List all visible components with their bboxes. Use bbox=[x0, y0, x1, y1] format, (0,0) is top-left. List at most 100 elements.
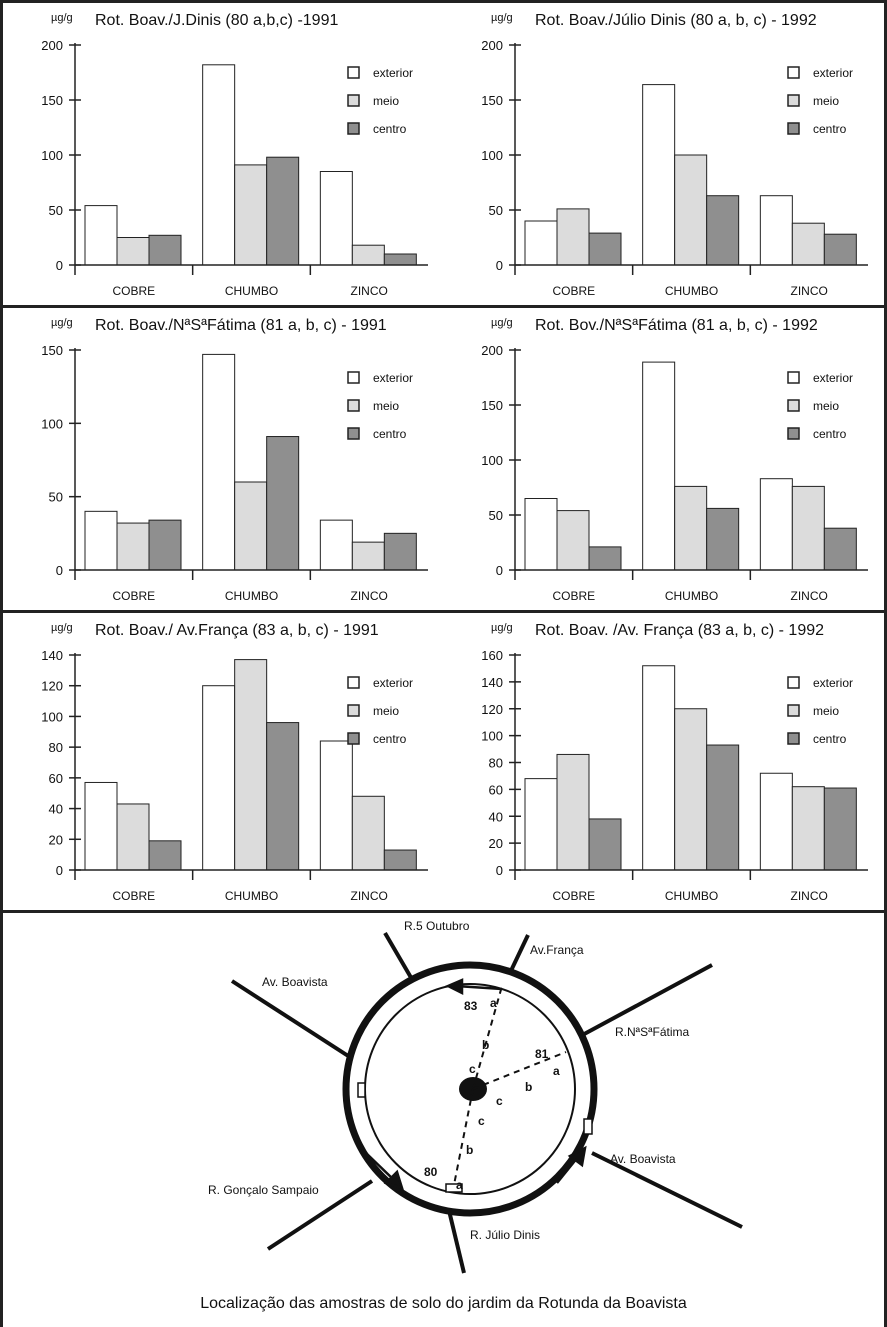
legend-label-meio: meio bbox=[373, 399, 399, 413]
frame-line-right bbox=[884, 0, 887, 1327]
legend-swatch-meio bbox=[347, 94, 360, 107]
y-unit-label: µg/g bbox=[491, 317, 513, 329]
point-label-80b: b bbox=[466, 1143, 473, 1157]
traffic-arrow-left bbox=[365, 1152, 395, 1181]
legend-swatch-exterior bbox=[347, 371, 360, 384]
site-label-83: 83 bbox=[464, 999, 478, 1013]
y-unit-label: µg/g bbox=[491, 622, 513, 634]
point-label-80c: c bbox=[478, 1114, 485, 1128]
x-tick-label-chumbo: CHUMBO bbox=[665, 284, 718, 298]
point-label-81b: b bbox=[525, 1080, 532, 1094]
frame-line-left bbox=[0, 0, 3, 1327]
y-tick-label-40: 40 bbox=[489, 809, 503, 824]
bar-cobre-centro bbox=[588, 818, 622, 871]
bar-zinco-centro bbox=[383, 849, 417, 871]
legend-label-centro: centro bbox=[813, 732, 847, 746]
bar-cobre-exterior bbox=[524, 778, 558, 871]
street-r-goncalo-sampaio bbox=[266, 1179, 374, 1251]
bar-chumbo-centro bbox=[266, 722, 300, 871]
bar-cobre-centro bbox=[148, 519, 182, 571]
bar-chumbo-exterior bbox=[202, 64, 236, 266]
bar-chumbo-exterior bbox=[642, 665, 676, 871]
x-tick-label-chumbo: CHUMBO bbox=[225, 589, 278, 603]
vehicle-icon-right bbox=[583, 1118, 593, 1135]
bar-cobre-exterior bbox=[84, 510, 118, 571]
x-tick-label-zinco: ZINCO bbox=[350, 589, 387, 603]
vehicle-icon-left bbox=[357, 1082, 366, 1098]
legend-label-centro: centro bbox=[373, 122, 407, 136]
bar-zinco-centro bbox=[823, 527, 857, 571]
transect-83 bbox=[472, 985, 503, 1090]
bar-zinco-exterior bbox=[319, 519, 353, 571]
legend-swatch-centro bbox=[347, 732, 360, 745]
chart-title: Rot. Boav./ Av.França (83 a, b, c) - 199… bbox=[95, 622, 379, 639]
legend-label-exterior: exterior bbox=[373, 66, 413, 80]
legend-label-centro: centro bbox=[813, 427, 847, 441]
y-unit-label: µg/g bbox=[51, 12, 73, 24]
y-tick-label-0: 0 bbox=[56, 563, 63, 578]
bar-cobre-exterior bbox=[84, 781, 118, 871]
legend-swatch-exterior bbox=[787, 371, 800, 384]
figure-caption: Localização das amostras de solo do jard… bbox=[200, 1295, 687, 1312]
chart-franca-1992: µg/g Rot. Boav. /Av. França (83 a, b, c) … bbox=[481, 622, 868, 903]
y-tick-label-50: 50 bbox=[49, 203, 63, 218]
x-tick-label-cobre: COBRE bbox=[552, 284, 595, 298]
bar-chumbo-meio bbox=[234, 164, 268, 266]
x-tick-label-chumbo: CHUMBO bbox=[665, 889, 718, 903]
y-tick-label-100: 100 bbox=[41, 416, 63, 431]
x-tick-label-zinco: ZINCO bbox=[790, 889, 827, 903]
x-tick-label-chumbo: CHUMBO bbox=[225, 284, 278, 298]
x-tick-label-cobre: COBRE bbox=[112, 284, 155, 298]
y-unit-label: µg/g bbox=[51, 317, 73, 329]
legend-label-exterior: exterior bbox=[813, 66, 853, 80]
legend-swatch-meio bbox=[787, 704, 800, 717]
street-label-r-nsa-fatima: R.NªSªFátima bbox=[615, 1025, 690, 1039]
bar-zinco-meio bbox=[351, 244, 385, 266]
bar-chumbo-centro bbox=[706, 507, 740, 571]
x-tick-label-zinco: ZINCO bbox=[790, 284, 827, 298]
bar-cobre-centro bbox=[588, 232, 622, 266]
y-tick-label-200: 200 bbox=[41, 38, 63, 53]
frame-line-row1 bbox=[0, 305, 887, 308]
legend-swatch-exterior bbox=[787, 66, 800, 79]
legend-swatch-exterior bbox=[787, 676, 800, 689]
bar-zinco-centro bbox=[383, 532, 417, 571]
y-tick-label-0: 0 bbox=[496, 563, 503, 578]
point-label-80a: a bbox=[456, 1178, 463, 1192]
bar-cobre-meio bbox=[556, 753, 590, 871]
y-tick-label-0: 0 bbox=[56, 863, 63, 878]
legend-label-meio: meio bbox=[813, 704, 839, 718]
legend-label-meio: meio bbox=[813, 399, 839, 413]
legend-label-meio: meio bbox=[373, 704, 399, 718]
bar-chumbo-centro bbox=[266, 436, 300, 571]
transect-80 bbox=[451, 1088, 474, 1196]
bar-cobre-exterior bbox=[84, 205, 118, 266]
bar-chumbo-exterior bbox=[202, 353, 236, 571]
location-map: 83 a b c 81 a b c 80 a b c R.5 Outubro A… bbox=[208, 919, 743, 1274]
x-tick-label-cobre: COBRE bbox=[552, 889, 595, 903]
x-tick-label-zinco: ZINCO bbox=[350, 284, 387, 298]
y-tick-label-60: 60 bbox=[489, 782, 503, 797]
chart-fatima-1992: µg/g Rot. Bov./NªSªFátima (81 a, b, c) - … bbox=[481, 317, 868, 603]
y-tick-label-140: 140 bbox=[481, 675, 503, 690]
bar-zinco-meio bbox=[791, 222, 825, 266]
legend-swatch-centro bbox=[347, 427, 360, 440]
bar-cobre-exterior bbox=[524, 220, 558, 266]
bar-zinco-meio bbox=[351, 795, 385, 871]
legend-swatch-meio bbox=[347, 704, 360, 717]
y-tick-label-0: 0 bbox=[496, 258, 503, 273]
x-tick-label-cobre: COBRE bbox=[552, 589, 595, 603]
y-tick-label-100: 100 bbox=[481, 729, 503, 744]
street-av-boavista-right bbox=[591, 1151, 743, 1229]
y-tick-label-100: 100 bbox=[41, 709, 63, 724]
bar-chumbo-exterior bbox=[642, 361, 676, 571]
point-label-83b: b bbox=[482, 1038, 489, 1052]
legend-swatch-meio bbox=[787, 399, 800, 412]
y-tick-label-80: 80 bbox=[49, 740, 63, 755]
y-tick-label-20: 20 bbox=[49, 832, 63, 847]
y-tick-label-140: 140 bbox=[41, 648, 63, 663]
bar-chumbo-centro bbox=[706, 195, 740, 266]
bar-zinco-centro bbox=[823, 233, 857, 266]
traffic-arrow-top bbox=[455, 984, 503, 991]
y-tick-label-200: 200 bbox=[481, 343, 503, 358]
